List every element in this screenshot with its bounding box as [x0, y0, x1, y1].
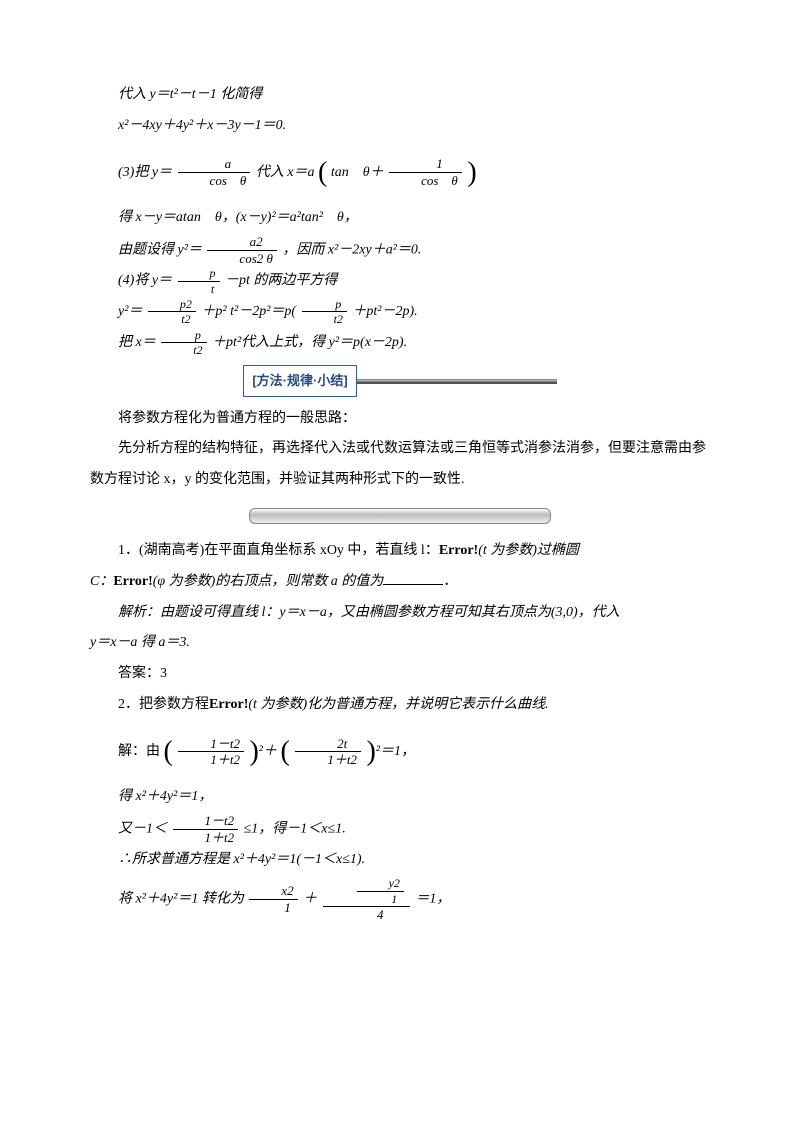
- equation: 把 x＝ pt2 ＋pt²代入上式，得 y²＝p(x－2p).: [90, 328, 710, 359]
- equation: 又－1＜ 1－t21＋t2 ≤1，得－1＜x≤1.: [90, 813, 710, 845]
- method-banner: [方法·规律·小结]: [90, 365, 710, 398]
- equation: ∴所求普通方程是 x²＋4y²＝1(－1＜x≤1).: [90, 845, 710, 876]
- text-line: 代入 y＝t²－t－1 化简得: [90, 80, 710, 111]
- analysis: y＝x－a 得 a＝3.: [90, 628, 710, 659]
- answer: 答案：3: [90, 659, 710, 690]
- equation: (4)将 y＝ pt －pt 的两边平方得: [90, 266, 710, 297]
- question-1: 1．(湖南高考)在平面直角坐标系 xOy 中，若直线 l：Error!(t 为参…: [90, 536, 710, 567]
- equation: (3)把 y＝ acos θ 代入 x＝a ( tan θ＋ 1cos θ ): [90, 142, 710, 204]
- equation: 得 x²＋4y²＝1，: [90, 782, 710, 813]
- text-line: 先分析方程的结构特征，再选择代入法或代数运算法或三角恒等式消参法消参，但要注意需…: [90, 434, 710, 496]
- analysis: 解析：由题设可得直线 l：y＝x－a，又由椭圆参数方程可知其右顶点为(3,0)，…: [90, 598, 710, 629]
- equation: y²＝ p2t2 ＋p² t²－2p²＝p( pt2 ＋pt²－2p).: [90, 297, 710, 328]
- text-line: 将参数方程化为普通方程的一般思路：: [90, 404, 710, 435]
- question-2: 2．把参数方程Error!(t 为参数)化为普通方程，并说明它表示什么曲线.: [90, 690, 710, 721]
- equation: 由题设得 y²＝ a2cos2 θ ，因而 x²－2xy＋a²＝0.: [90, 234, 710, 266]
- solution: 解：由 ( 1－t21＋t2 )²＋ ( 2t1＋t2 )²＝1，: [90, 721, 710, 783]
- decorative-bar: [249, 508, 551, 524]
- equation: x²－4xy＋4y²＋x－3y－1＝0.: [90, 111, 710, 142]
- equation: 得 x－y＝atan θ，(x－y)²＝a²tan² θ，: [90, 203, 710, 234]
- question-1-line2: C：Error!(φ 为参数)的右顶点，则常数 a 的值为．: [90, 567, 710, 598]
- equation: 将 x²＋4y²＝1 转化为 x21 ＋ y21 4 ＝1，: [90, 876, 710, 922]
